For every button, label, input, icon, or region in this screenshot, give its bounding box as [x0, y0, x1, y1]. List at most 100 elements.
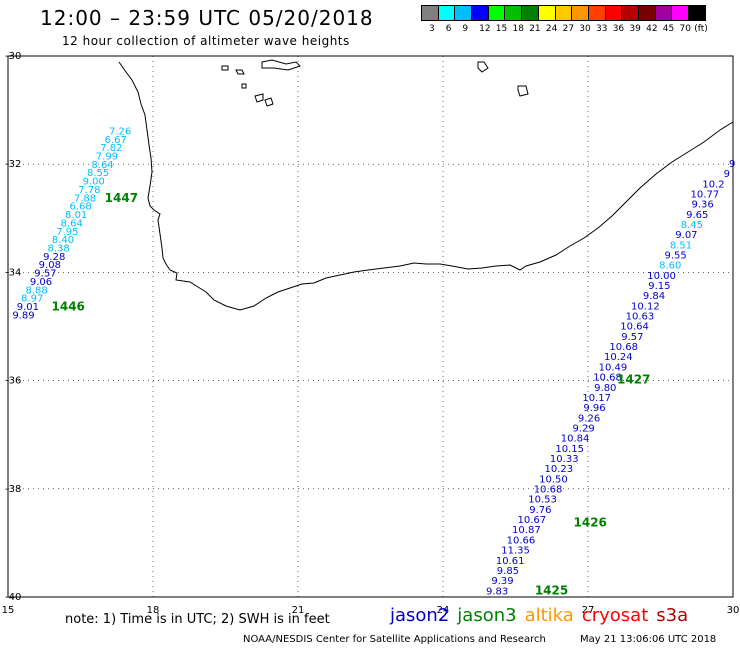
legend-s3a: s3a — [656, 605, 689, 626]
scale-label: 70 — [679, 24, 691, 34]
lat-lon-grid — [7, 55, 734, 598]
swh-value-label: 8.51 — [670, 240, 692, 251]
pass-time-label: 1446 — [52, 299, 85, 313]
swh-value-label: 10.00 — [647, 271, 676, 282]
legend-jason2: jason2 — [390, 605, 450, 626]
swh-value-label: 8.64 — [61, 218, 83, 229]
island-6 — [261, 59, 301, 71]
swh-value-label: 10.67 — [517, 515, 546, 526]
swh-value-label: 10.64 — [620, 322, 649, 333]
scale-label: 3 — [429, 24, 435, 34]
swh-value-label: 10.12 — [631, 301, 660, 312]
lat-tick-label: -40 — [5, 592, 21, 603]
swh-value-label: 9.83 — [486, 586, 508, 597]
swh-value-label: 7.99 — [96, 152, 118, 163]
swh-value-label: 10.53 — [528, 495, 557, 506]
footer-note: note: 1) Time is in UTC; 2) SWH is in fe… — [65, 612, 330, 627]
scale-label: 24 — [545, 24, 558, 34]
scale-label: 9 — [462, 24, 469, 34]
swh-value-label: 10.63 — [626, 312, 655, 323]
wave-height-color-scale: 3 6 9 12 15 18 21 24 27 30 33 36 39 42 45 70 (ft) — [421, 5, 708, 34]
swh-value-label: 8.64 — [91, 160, 113, 171]
swh-value-label: 9.89 — [12, 310, 34, 321]
color-scale-swatches — [421, 5, 706, 21]
swh-value-label: 10.77 — [691, 189, 720, 200]
scale-label: 27 — [562, 24, 575, 34]
swh-value-label: 9.29 — [573, 423, 595, 434]
scale-label: 18 — [512, 24, 524, 34]
swh-value-label: 10.2 — [702, 179, 724, 190]
credit-line: NOAA/NESDIS Center for Satellite Applica… — [243, 634, 546, 645]
lon-tick-label: 30 — [727, 605, 740, 616]
axis-tick-labels: 15 18 21 24 27 30 -30 -32 -34 -36 -38 -40 — [2, 51, 740, 616]
lat-tick-label: -34 — [5, 267, 21, 278]
swh-value-label: 7.78 — [78, 185, 100, 196]
swh-value-label: 7.95 — [56, 227, 78, 238]
island-1 — [221, 65, 229, 71]
scale-label: 33 — [596, 24, 608, 34]
pass-time-label: 1447 — [105, 191, 138, 205]
swh-value-label: 10.17 — [582, 393, 611, 404]
swh-value-label: 7.88 — [74, 193, 96, 204]
swh-value-label: 8.01 — [65, 210, 87, 221]
scale-label: 45 — [662, 24, 675, 34]
lat-tick-label: -30 — [5, 51, 21, 62]
scale-unit: (ft) — [694, 24, 708, 34]
swh-value-label: 7.26 — [109, 126, 131, 137]
swh-value-label: 9.84 — [643, 291, 665, 302]
swh-value-label: 9 — [724, 169, 730, 180]
island-2 — [235, 69, 245, 75]
scale-label: 21 — [529, 24, 541, 34]
swh-value-label: 9.08 — [39, 260, 61, 271]
swh-value-label: 6.68 — [69, 202, 91, 213]
scale-label: 30 — [579, 24, 591, 34]
swh-value-label: 10.23 — [545, 464, 574, 475]
swh-value-label: 9.28 — [43, 252, 65, 263]
scale-label: 12 — [479, 24, 491, 34]
swh-value-label: 8.40 — [52, 235, 74, 246]
satellite-tracks: 7.266.677.827.998.648.559.007.787.886.68… — [12, 126, 735, 597]
island-8 — [517, 85, 529, 97]
swh-value-label: 9.36 — [692, 200, 714, 211]
pass-time-label: 1426 — [574, 516, 607, 530]
legend-jason3: jason3 — [457, 605, 517, 626]
swh-value-label: 9 — [729, 159, 735, 170]
swh-value-label: 11.35 — [501, 546, 530, 557]
lon-tick-label: 15 — [2, 605, 15, 616]
swh-value-label: 9.80 — [594, 383, 616, 394]
swh-value-label: 8.38 — [47, 243, 69, 254]
legend-altika: altika — [524, 605, 574, 626]
swh-value-label: 9.01 — [17, 302, 39, 313]
lat-tick-label: -38 — [5, 484, 21, 495]
swh-value-label: 10.49 — [599, 362, 628, 373]
swh-value-label: 10.50 — [539, 474, 568, 485]
scale-label: 15 — [495, 24, 508, 34]
swh-value-label: 8.45 — [681, 220, 703, 231]
map-subtitle: 12 hour collection of altimeter wave hei… — [62, 34, 350, 48]
legend-cryosat: cryosat — [581, 605, 649, 626]
swh-value-label: 10.68 — [609, 342, 638, 353]
scale-label: 36 — [612, 24, 625, 34]
scale-label: 39 — [629, 24, 641, 34]
swh-value-label: 6.67 — [105, 135, 127, 146]
lat-tick-label: -36 — [5, 376, 21, 387]
coastline-west — [118, 61, 171, 271]
swh-value-label: 10.68 — [534, 485, 563, 496]
coastline — [118, 59, 734, 311]
lon-tick-label: 21 — [292, 605, 305, 616]
swh-value-label: 8.55 — [87, 168, 109, 179]
track-jason3: 7.266.677.827.998.648.559.007.787.886.68… — [12, 126, 138, 321]
swh-value-label: 9.26 — [578, 413, 600, 424]
scale-label: 42 — [646, 24, 658, 34]
swh-value-label: 9.76 — [529, 505, 551, 516]
swh-value-label: 8.60 — [659, 261, 681, 272]
swh-value-label: 9.00 — [83, 177, 105, 188]
swh-value-label: 9.85 — [497, 566, 519, 577]
swh-value-label: 10.33 — [550, 454, 579, 465]
swh-value-label: 7.82 — [100, 143, 122, 154]
track-jason2: 9910.210.779.369.658.459.078.519.558.601… — [486, 159, 735, 597]
swh-value-label: 9.57 — [34, 269, 56, 280]
island-7 — [477, 61, 489, 73]
scale-swatch — [688, 5, 706, 21]
